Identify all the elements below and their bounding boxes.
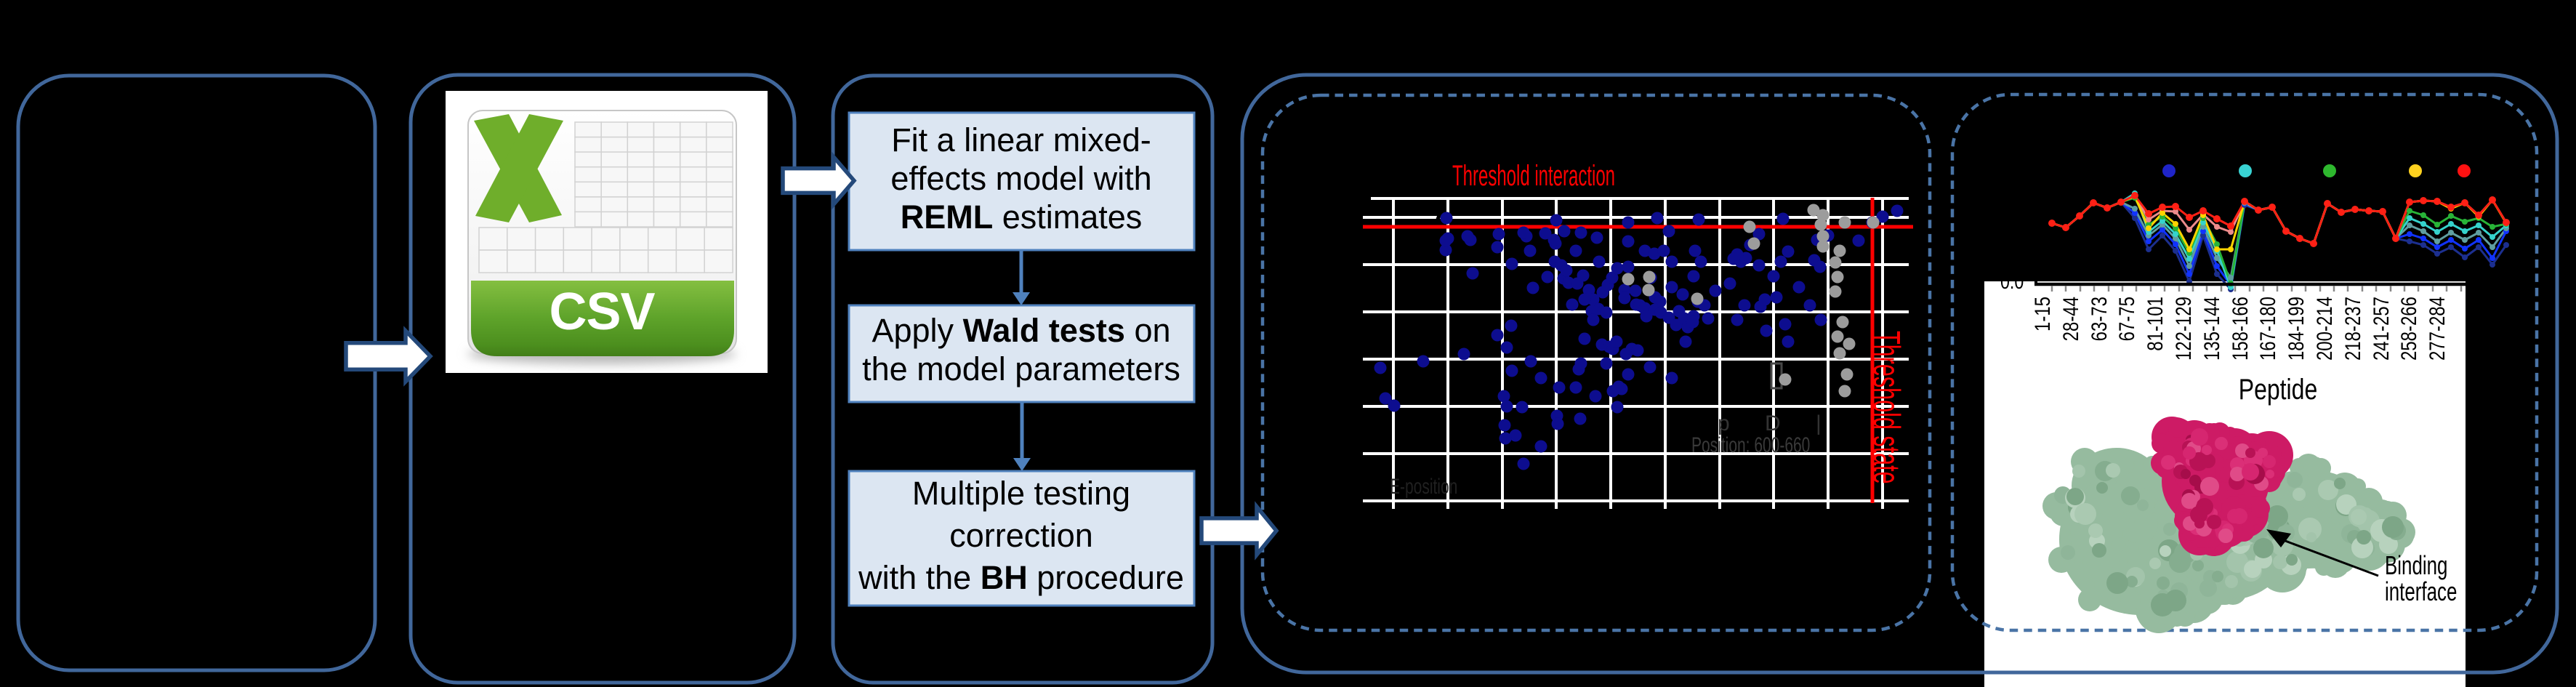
svg-text:218-237: 218-237 bbox=[2340, 297, 2364, 361]
svg-text:158-166: 158-166 bbox=[2227, 297, 2252, 361]
svg-text:CSV: CSV bbox=[549, 283, 655, 341]
svg-text:167-180: 167-180 bbox=[2255, 297, 2279, 361]
svg-text:with the BH procedure: with the BH procedure bbox=[858, 559, 1184, 596]
svg-text:Multiple testing: Multiple testing bbox=[912, 475, 1130, 512]
svg-text:Fit a linear mixed-: Fit a linear mixed- bbox=[891, 121, 1151, 158]
svg-text:277-284: 277-284 bbox=[2424, 297, 2449, 361]
svg-text:1-15: 1-15 bbox=[2029, 297, 2054, 332]
svg-text:122-129: 122-129 bbox=[2170, 297, 2195, 361]
svg-text:Apply Wald tests on: Apply Wald tests on bbox=[872, 312, 1170, 349]
svg-text:Position: 600-660: Position: 600-660 bbox=[1691, 434, 1810, 457]
svg-text:REML estimates: REML estimates bbox=[901, 198, 1143, 236]
svg-text:Binding: Binding bbox=[2385, 551, 2447, 580]
svg-text:Threshold interaction: Threshold interaction bbox=[1452, 159, 1615, 192]
svg-text:258-266: 258-266 bbox=[2396, 297, 2420, 361]
svg-text:D: D bbox=[1765, 411, 1781, 435]
svg-text:28-44: 28-44 bbox=[2058, 297, 2082, 341]
svg-text:the model parameters: the model parameters bbox=[862, 350, 1180, 387]
svg-text:Peptide: Peptide bbox=[2239, 373, 2318, 406]
svg-text:81-101: 81-101 bbox=[2142, 297, 2167, 351]
svg-text:effects model with: effects model with bbox=[890, 160, 1151, 197]
svg-text:|: | bbox=[1816, 411, 1822, 435]
svg-text:p: p bbox=[1718, 411, 1730, 435]
svg-text:0.0: 0.0 bbox=[2000, 269, 2024, 293]
svg-text:135-144: 135-144 bbox=[2199, 297, 2223, 361]
svg-text:correction: correction bbox=[949, 517, 1093, 554]
svg-text:Threshold state: Threshold state bbox=[1865, 331, 1908, 484]
svg-text:interface: interface bbox=[2385, 577, 2457, 606]
svg-text:200-214: 200-214 bbox=[2311, 297, 2336, 361]
svg-text:63-73: 63-73 bbox=[2086, 297, 2111, 341]
svg-text:241-257: 241-257 bbox=[2368, 297, 2393, 361]
svg-text:67-75: 67-75 bbox=[2114, 297, 2138, 341]
svg-text:184-199: 184-199 bbox=[2283, 297, 2308, 361]
svg-text:E-position: E-position bbox=[1390, 475, 1457, 499]
